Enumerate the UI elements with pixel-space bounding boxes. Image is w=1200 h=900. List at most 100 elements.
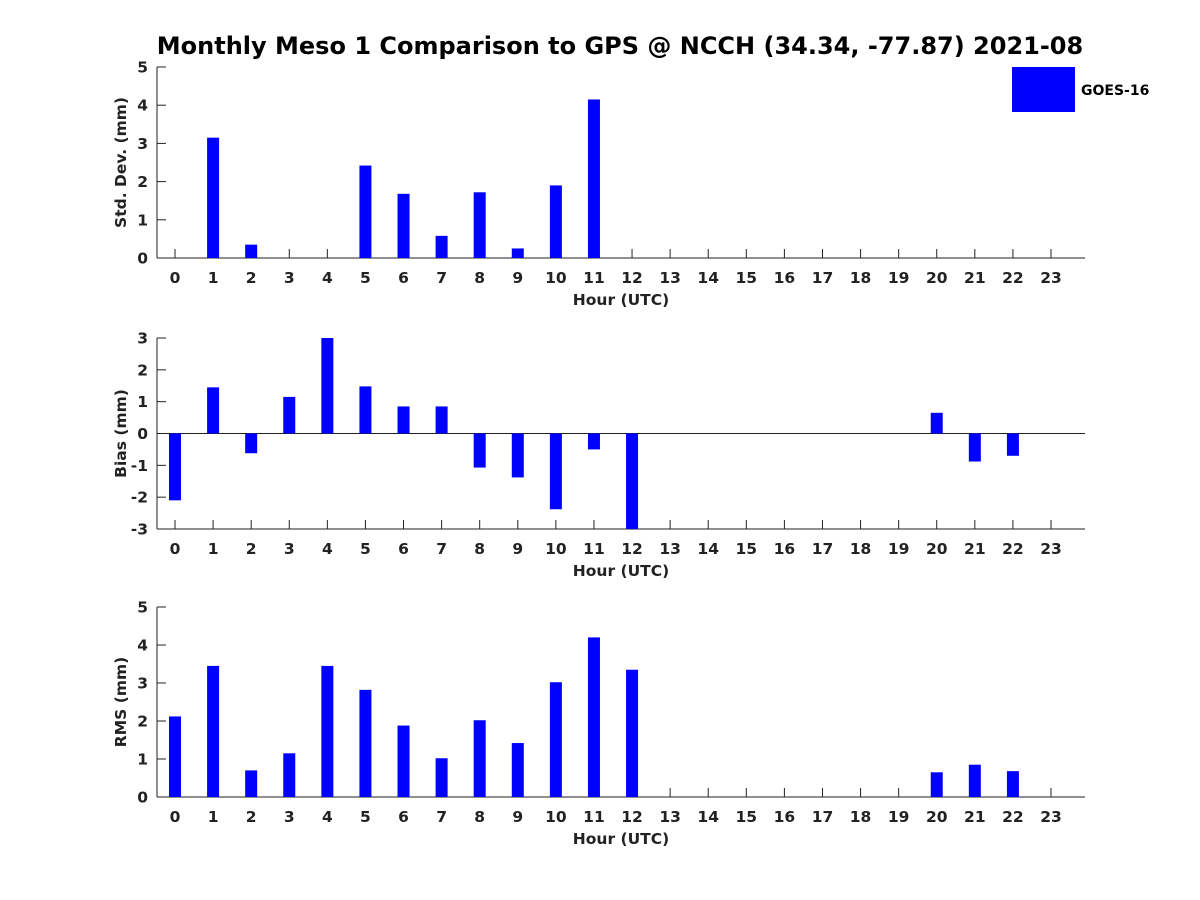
chart-title: Monthly Meso 1 Comparison to GPS @ NCCH … bbox=[157, 32, 1083, 60]
bar-hour-2 bbox=[245, 770, 258, 797]
x-tick-label: 20 bbox=[926, 540, 948, 558]
x-tick-label: 20 bbox=[926, 269, 948, 287]
bar-hour-5 bbox=[359, 165, 372, 258]
bar-hour-8 bbox=[473, 192, 486, 258]
bar-hour-0 bbox=[169, 716, 181, 797]
x-tick-label: 23 bbox=[1040, 540, 1062, 558]
x-tick-label: 4 bbox=[322, 808, 333, 826]
x-tick-label: 2 bbox=[246, 269, 257, 287]
y-tick-label: 1 bbox=[137, 211, 148, 229]
y-tick-label: 0 bbox=[137, 250, 148, 268]
x-tick-label: 4 bbox=[322, 269, 333, 287]
x-tick-label: 8 bbox=[474, 540, 485, 558]
bar-hour-12 bbox=[626, 669, 639, 797]
x-tick-label: 11 bbox=[583, 269, 605, 287]
bar-hour-6 bbox=[397, 193, 410, 258]
x-tick-label: 18 bbox=[850, 540, 872, 558]
y-tick-label: 3 bbox=[137, 330, 148, 348]
y-axis-label: RMS (mm) bbox=[112, 657, 130, 747]
y-tick-label: 2 bbox=[137, 713, 148, 731]
x-tick-label: 9 bbox=[512, 269, 523, 287]
bar-hour-5 bbox=[359, 386, 372, 434]
x-tick-label: 1 bbox=[208, 269, 219, 287]
x-tick-label: 6 bbox=[398, 269, 409, 287]
bar-hour-11 bbox=[587, 637, 600, 797]
y-tick-label: -3 bbox=[131, 521, 148, 539]
x-tick-label: 5 bbox=[360, 269, 371, 287]
bar-hour-11 bbox=[587, 433, 600, 450]
x-tick-label: 7 bbox=[436, 540, 447, 558]
x-axis-label: Hour (UTC) bbox=[573, 562, 669, 580]
bar-hour-2 bbox=[245, 433, 258, 454]
x-tick-label: 21 bbox=[964, 540, 986, 558]
y-tick-label: 5 bbox=[137, 599, 148, 617]
x-tick-label: 23 bbox=[1040, 808, 1062, 826]
y-tick-label: 0 bbox=[137, 425, 148, 443]
x-tick-label: 4 bbox=[322, 540, 333, 558]
x-tick-label: 16 bbox=[774, 808, 796, 826]
x-tick-label: 16 bbox=[774, 269, 796, 287]
bar-hour-5 bbox=[359, 689, 372, 797]
y-tick-label: 3 bbox=[137, 135, 148, 153]
x-tick-label: 18 bbox=[850, 808, 872, 826]
bar-hour-7 bbox=[435, 406, 448, 434]
bar-hour-4 bbox=[321, 338, 334, 434]
bar-hour-7 bbox=[435, 235, 448, 258]
x-tick-label: 2 bbox=[246, 540, 257, 558]
x-tick-label: 18 bbox=[850, 269, 872, 287]
y-tick-label: 4 bbox=[137, 97, 148, 115]
y-tick-label: 4 bbox=[137, 637, 148, 655]
x-tick-label: 3 bbox=[284, 540, 295, 558]
x-tick-label: 10 bbox=[545, 540, 567, 558]
x-tick-label: 11 bbox=[583, 540, 605, 558]
bar-hour-21 bbox=[968, 764, 981, 797]
x-tick-label: 15 bbox=[736, 540, 758, 558]
bar-hour-10 bbox=[549, 433, 562, 510]
x-tick-label: 2 bbox=[246, 808, 257, 826]
x-tick-label: 23 bbox=[1040, 269, 1062, 287]
x-tick-label: 19 bbox=[888, 540, 910, 558]
x-tick-label: 1 bbox=[208, 540, 219, 558]
x-tick-label: 20 bbox=[926, 808, 948, 826]
x-tick-label: 19 bbox=[888, 808, 910, 826]
x-axis-label: Hour (UTC) bbox=[573, 291, 669, 309]
x-axis-label: Hour (UTC) bbox=[573, 830, 669, 848]
bar-hour-1 bbox=[207, 665, 220, 797]
x-tick-label: 9 bbox=[512, 808, 523, 826]
y-tick-label: 0 bbox=[137, 789, 148, 807]
x-tick-label: 5 bbox=[360, 540, 371, 558]
bar-hour-9 bbox=[511, 248, 524, 258]
x-tick-label: 19 bbox=[888, 269, 910, 287]
x-tick-label: 11 bbox=[583, 808, 605, 826]
bar-hour-4 bbox=[321, 665, 334, 797]
bar-hour-7 bbox=[435, 758, 448, 797]
x-tick-label: 3 bbox=[284, 808, 295, 826]
x-tick-label: 13 bbox=[659, 540, 681, 558]
bar-hour-8 bbox=[473, 720, 486, 797]
x-tick-label: 6 bbox=[398, 808, 409, 826]
x-tick-label: 21 bbox=[964, 269, 986, 287]
x-tick-label: 14 bbox=[697, 269, 719, 287]
x-tick-label: 10 bbox=[545, 269, 567, 287]
y-tick-label: -2 bbox=[131, 489, 148, 507]
y-tick-label: 2 bbox=[137, 361, 148, 379]
bar-hour-10 bbox=[549, 185, 562, 258]
bar-hour-3 bbox=[283, 753, 296, 797]
bar-hour-12 bbox=[626, 433, 639, 529]
x-tick-label: 17 bbox=[812, 540, 834, 558]
x-tick-label: 7 bbox=[436, 269, 447, 287]
x-tick-label: 17 bbox=[812, 808, 834, 826]
bar-hour-22 bbox=[1006, 771, 1019, 797]
x-tick-label: 22 bbox=[1002, 269, 1024, 287]
bar-hour-2 bbox=[245, 244, 258, 258]
x-tick-label: 12 bbox=[621, 540, 643, 558]
x-tick-label: 14 bbox=[697, 540, 719, 558]
x-tick-label: 10 bbox=[545, 808, 567, 826]
legend-swatch bbox=[1012, 67, 1075, 112]
y-axis-label: Bias (mm) bbox=[112, 389, 130, 478]
x-tick-label: 14 bbox=[697, 808, 719, 826]
x-tick-label: 12 bbox=[621, 269, 643, 287]
